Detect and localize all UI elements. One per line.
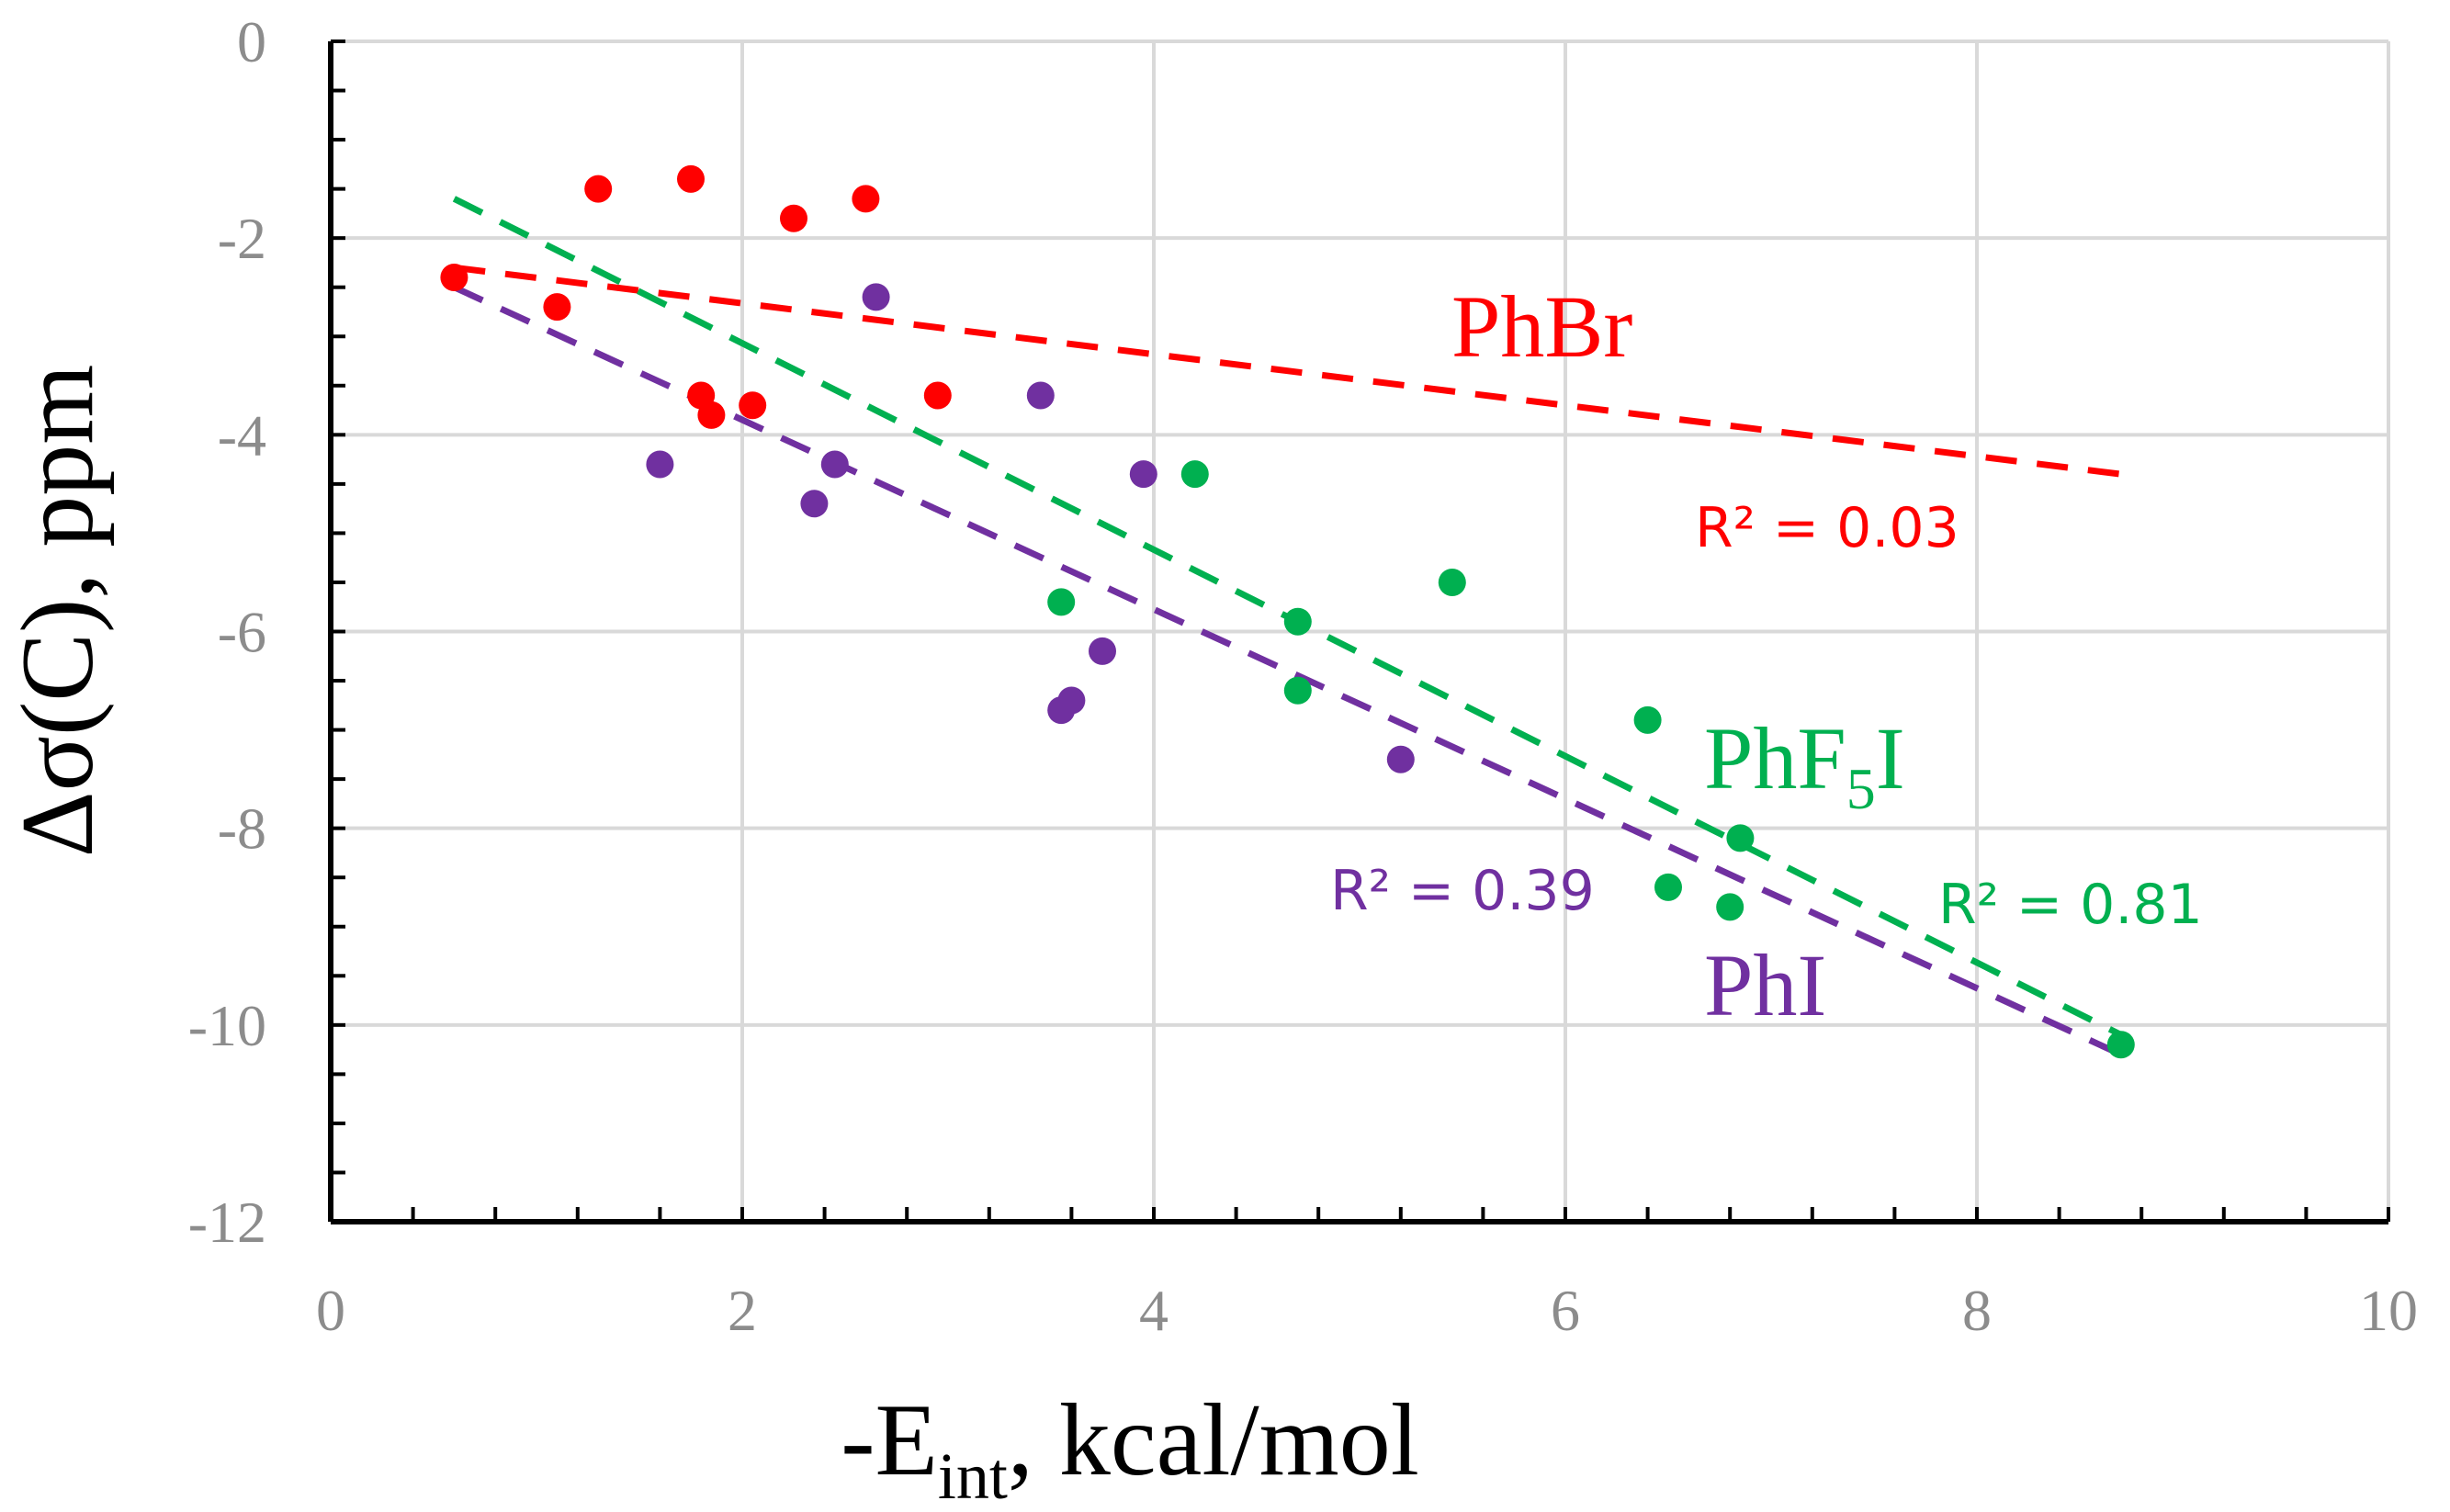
point-phf5i: [1633, 705, 1662, 734]
point-phbr: [852, 185, 880, 213]
point-phbr: [780, 204, 807, 232]
point-phf5i: [1438, 568, 1466, 596]
point-phf5i: [1654, 873, 1682, 901]
point-phi: [646, 450, 674, 479]
x-tick-label: 8: [1962, 1278, 1992, 1343]
x-axis-title: -Eint, kcal/mol: [841, 1383, 1419, 1512]
series-label-phbr: PhBr: [1451, 277, 1632, 376]
point-phbr: [677, 164, 705, 193]
x-tick-label: 10: [2359, 1278, 2418, 1343]
x-tick-labels: 0 2 4 6 8 10: [316, 1278, 2418, 1343]
x-tick-label: 2: [728, 1278, 757, 1343]
point-phi: [1386, 745, 1415, 773]
y-tick-label: -8: [218, 796, 266, 862]
point-phbr: [923, 381, 952, 410]
x-tick-label: 4: [1139, 1278, 1169, 1343]
y-tick-label: -2: [218, 206, 266, 271]
r2-label-phf5i: R² = 0.81: [1938, 873, 2203, 937]
point-phi: [800, 490, 829, 518]
y-tick-label: -6: [218, 600, 266, 665]
series-label-phf5i: PhF5I: [1704, 709, 1905, 821]
point-phi: [1057, 686, 1086, 715]
point-phi: [1089, 637, 1116, 665]
r2-label-phi: R² = 0.39: [1330, 859, 1595, 923]
point-phf5i: [1716, 893, 1744, 921]
point-phf5i: [1180, 460, 1209, 489]
r2-label-phbr: R² = 0.03: [1695, 496, 1959, 560]
y-tick-label: -10: [188, 993, 266, 1058]
point-phbr: [440, 264, 469, 291]
point-phf5i: [1283, 607, 1312, 636]
trendline-phbr: [453, 264, 2122, 478]
data-points: [440, 164, 2135, 1059]
point-phf5i: [1047, 588, 1076, 616]
point-phi: [1026, 381, 1055, 410]
y-tick-label: -12: [188, 1190, 266, 1255]
y-tick-label: -4: [218, 402, 266, 468]
axes: [328, 39, 2390, 1224]
y-axis-title: Δσ(C), ppm: [1, 365, 115, 858]
x-tick-label: 6: [1551, 1278, 1580, 1343]
point-phf5i: [1283, 676, 1312, 705]
point-phbr: [739, 391, 767, 420]
point-phi: [1129, 460, 1157, 489]
y-tick-labels: 0 -2 -4 -6 -8 -10 -12: [188, 9, 266, 1255]
point-phi: [862, 283, 890, 311]
point-phf5i: [1726, 824, 1755, 852]
point-phf5i: [2106, 1031, 2135, 1059]
series-label-phi: PhI: [1704, 936, 1826, 1034]
point-phi: [820, 450, 849, 479]
point-phbr: [584, 175, 613, 203]
y-tick-label: 0: [237, 9, 266, 74]
point-phbr: [697, 401, 726, 429]
gridlines: [329, 39, 2390, 1224]
point-phbr: [543, 293, 571, 322]
x-tick-label: 0: [316, 1278, 345, 1343]
